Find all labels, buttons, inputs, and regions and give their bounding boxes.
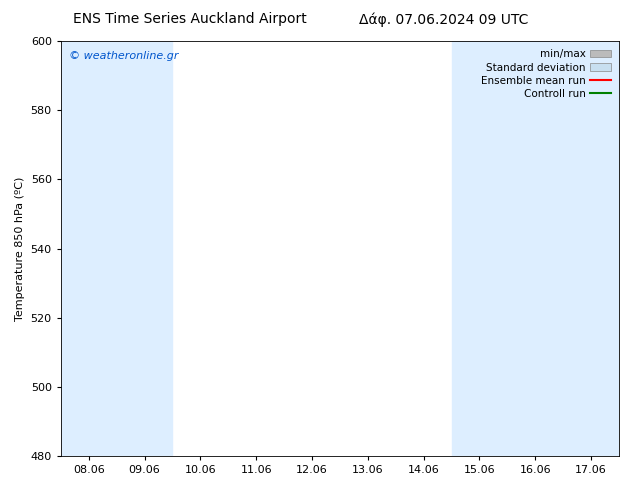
Text: Δάφ. 07.06.2024 09 UTC: Δάφ. 07.06.2024 09 UTC xyxy=(359,12,529,27)
Bar xyxy=(563,41,619,456)
Y-axis label: Temperature 850 hPa (ºC): Temperature 850 hPa (ºC) xyxy=(15,176,25,320)
Text: ENS Time Series Auckland Airport: ENS Time Series Auckland Airport xyxy=(74,12,307,26)
Legend: min/max, Standard deviation, Ensemble mean run, Controll run: min/max, Standard deviation, Ensemble me… xyxy=(478,46,614,102)
Bar xyxy=(117,41,172,456)
Bar xyxy=(61,41,117,456)
Text: © weatheronline.gr: © weatheronline.gr xyxy=(69,51,179,61)
Bar xyxy=(507,41,563,456)
Bar xyxy=(451,41,507,456)
